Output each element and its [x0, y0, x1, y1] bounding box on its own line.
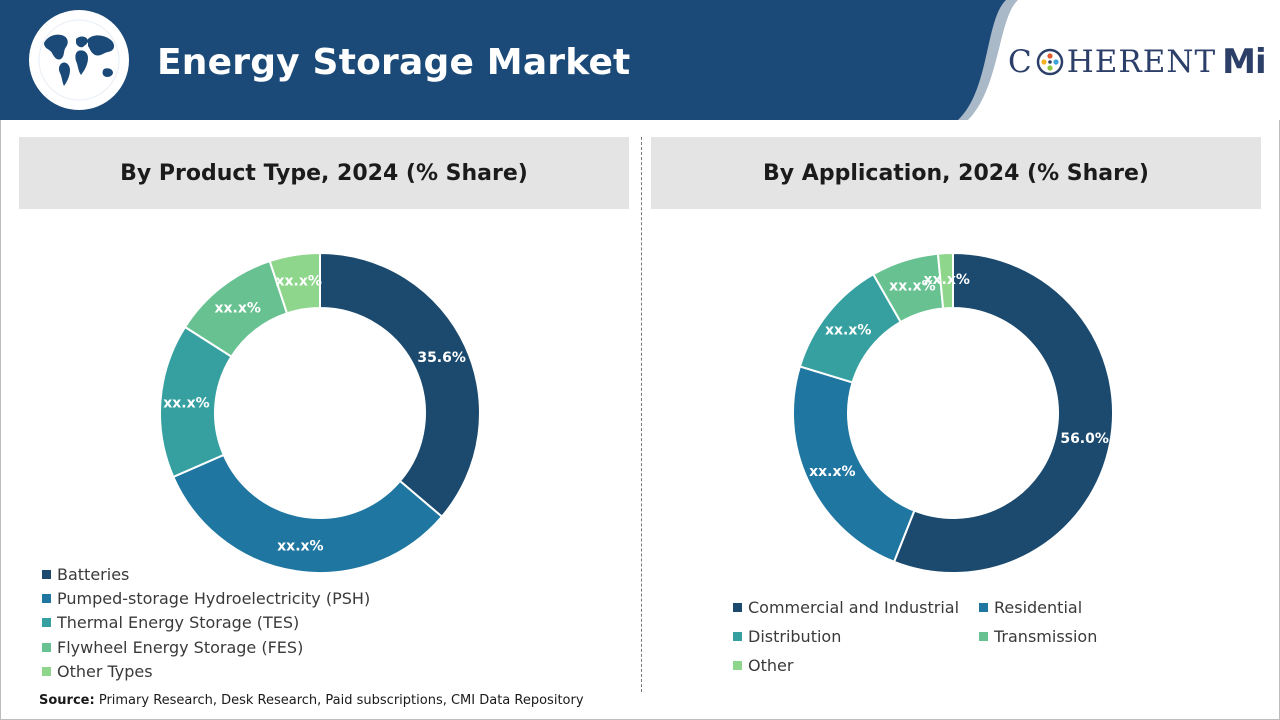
- brand-o-icon: [1036, 48, 1063, 76]
- brand-wordmark: HERENT: [1066, 44, 1217, 80]
- slice-data-label: xx.x%: [275, 274, 321, 290]
- globe-icon: [29, 10, 129, 110]
- legend-label: Commercial and Industrial: [748, 597, 960, 617]
- legend-item: Pumped-storage Hydroelectricity (PSH): [42, 586, 370, 610]
- legend-swatch: [42, 618, 51, 628]
- legend-item: Distribution: [733, 626, 979, 646]
- product-type-legend: Batteries Pumped-storage Hydroelectricity…: [42, 562, 370, 683]
- slice-data-label: xx.x%: [163, 396, 209, 412]
- application-donut-chart: 56.0%xx.x%xx.x%xx.x%xx.x%: [792, 251, 1114, 574]
- brand-suffix: Mi: [1222, 42, 1266, 82]
- slice-data-label: xx.x%: [825, 323, 871, 339]
- legend-item: Residential: [979, 597, 1153, 617]
- slice-data-label: 35.6%: [417, 350, 466, 366]
- legend-label: Flywheel Energy Storage (FES): [57, 637, 304, 657]
- page-title: Energy Storage Market: [157, 42, 631, 83]
- donut-slice: [268, 251, 321, 315]
- application-legend: Commercial and Industrial Residential Dist…: [733, 597, 1153, 675]
- legend-swatch: [42, 642, 51, 652]
- source-note: Source: Primary Research, Desk Research,…: [39, 693, 584, 708]
- slice-data-label: xx.x%: [809, 464, 855, 480]
- legend-item: Flywheel Energy Storage (FES): [42, 635, 370, 659]
- legend-swatch: [42, 666, 51, 676]
- legend-item: Thermal Energy Storage (TES): [42, 611, 370, 635]
- legend-swatch: [733, 660, 742, 670]
- legend-label: Batteries: [57, 564, 130, 584]
- slice-data-label: xx.x%: [214, 300, 260, 316]
- legend-label: Distribution: [748, 626, 842, 646]
- legend-item: Transmission: [979, 626, 1153, 646]
- donut-slice: [936, 251, 954, 310]
- legend-label: Other Types: [57, 661, 153, 681]
- legend-label: Transmission: [994, 626, 1098, 646]
- product-type-panel-title: By Product Type, 2024 (% Share): [19, 137, 629, 209]
- panel-divider: [641, 137, 642, 692]
- slice-data-label: xx.x%: [889, 278, 935, 294]
- legend-swatch: [979, 631, 988, 641]
- legend-item: Batteries: [42, 562, 370, 586]
- legend-swatch: [733, 602, 742, 612]
- brand-letter-c: C: [1008, 44, 1033, 80]
- donut-slice: [319, 251, 481, 519]
- legend-item: Commercial and Industrial: [733, 597, 979, 617]
- legend-item: Other: [733, 655, 979, 675]
- legend-swatch: [979, 602, 988, 612]
- legend-label: Pumped-storage Hydroelectricity (PSH): [57, 588, 371, 608]
- legend-swatch: [42, 593, 51, 603]
- donut-slice: [892, 251, 1114, 574]
- legend-label: Other: [748, 655, 794, 675]
- legend-item: Other Types: [42, 659, 370, 683]
- slice-data-label: xx.x%: [277, 539, 323, 555]
- application-panel-title: By Application, 2024 (% Share): [651, 137, 1261, 209]
- slice-data-label: 56.0%: [1060, 431, 1109, 447]
- donut-slice: [171, 453, 444, 574]
- legend-swatch: [733, 631, 742, 641]
- product-type-donut-chart: 35.6% xx.x% xx.x% xx.x% xx.x%: [159, 251, 481, 574]
- source-text: Primary Research, Desk Research, Paid su…: [98, 693, 584, 708]
- legend-label: Residential: [994, 597, 1083, 617]
- slice-data-label: xx.x%: [923, 272, 969, 288]
- source-label: Source:: [39, 693, 95, 708]
- legend-label: Thermal Energy Storage (TES): [57, 613, 300, 633]
- legend-swatch: [42, 569, 51, 579]
- header-banner: [0, 0, 1280, 120]
- brand-logo: C HERENT Mi: [1008, 42, 1267, 82]
